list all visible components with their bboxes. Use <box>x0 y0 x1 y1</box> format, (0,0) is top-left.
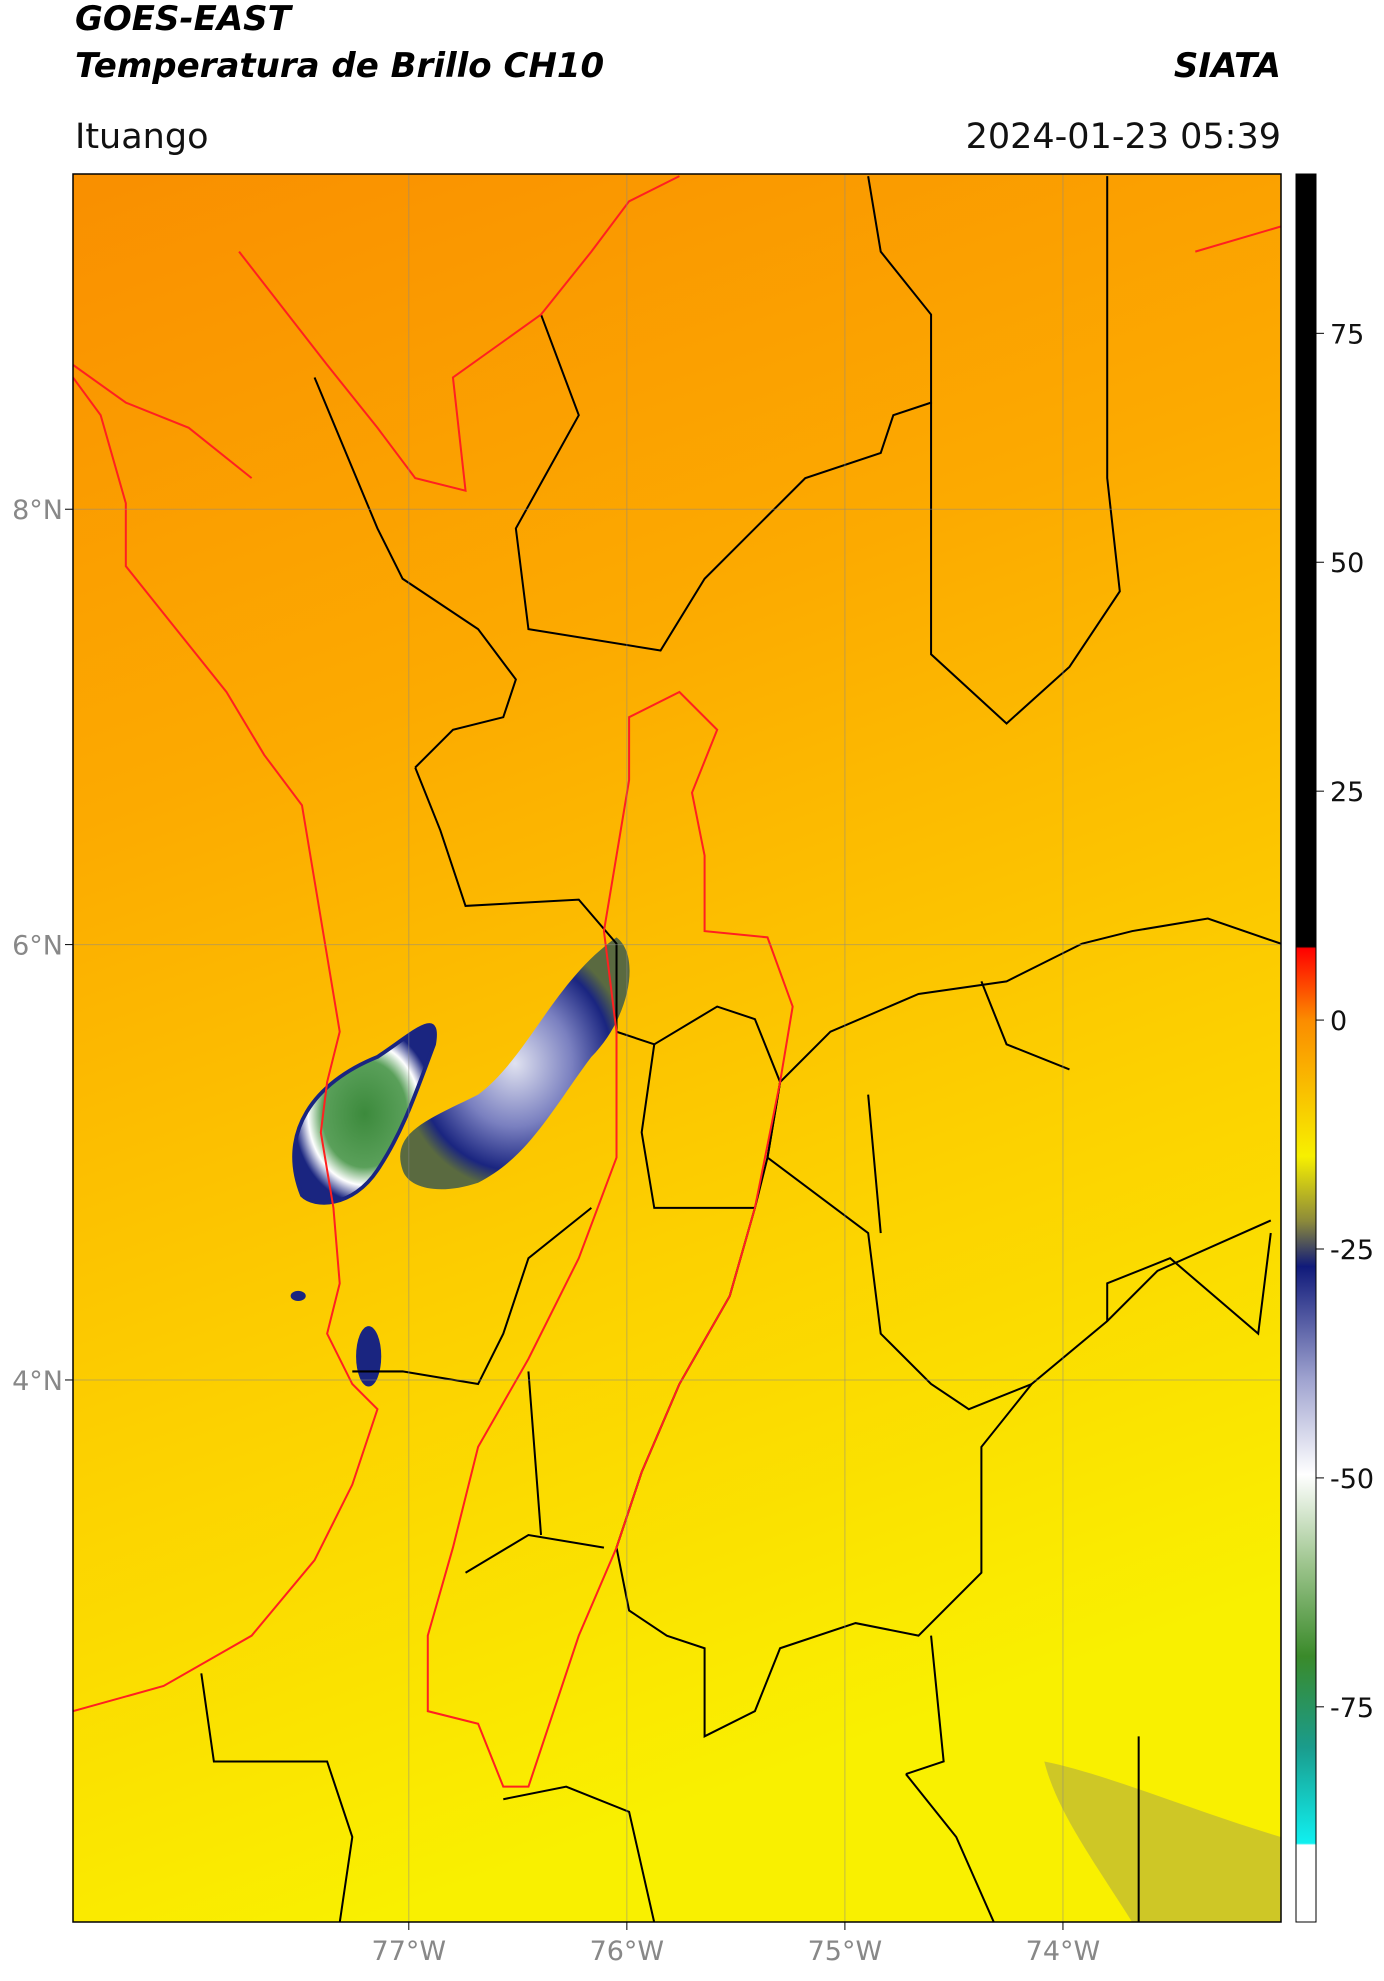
colorbar <box>1295 173 1317 1923</box>
y-tick-label: 8°N <box>12 495 63 526</box>
subtitle: Temperatura de Brillo CH10 <box>75 46 604 86</box>
x-tick-label: 77°W <box>372 1936 447 1967</box>
map-features <box>73 175 1281 1922</box>
datetime: 2024-01-23 05:39 <box>966 117 1281 157</box>
labels: 77°W 76°W 75°W 74°W 8°N 6°N 4°N 75 50 25 0 -25 -50 -7… <box>12 319 1374 1967</box>
colorbar-tick-label: 25 <box>1330 777 1364 808</box>
source: SIATA <box>1174 46 1281 86</box>
y-tick-label: 4°N <box>12 1366 63 1397</box>
map <box>73 174 1281 1922</box>
map-frame <box>72 173 1282 1923</box>
colorbar-tick-label: 50 <box>1330 548 1364 579</box>
map-background <box>73 174 1281 1922</box>
graticule <box>73 174 1281 1922</box>
colorbar-tick-label: -75 <box>1330 1693 1374 1724</box>
colorbar-tick-label: 75 <box>1330 319 1364 350</box>
x-tick-label: 75°W <box>808 1936 883 1967</box>
colorbar-tick-label: 0 <box>1330 1006 1347 1037</box>
colorbar-tick-label: -50 <box>1330 1464 1374 1495</box>
y-tick-label: 6°N <box>12 931 63 962</box>
location: Ituango <box>75 117 209 157</box>
x-tick-label: 74°W <box>1026 1936 1101 1967</box>
x-tick-label: 76°W <box>590 1936 665 1967</box>
colorbar-tick-label: -25 <box>1330 1235 1374 1266</box>
title: GOES-EAST <box>75 0 294 39</box>
